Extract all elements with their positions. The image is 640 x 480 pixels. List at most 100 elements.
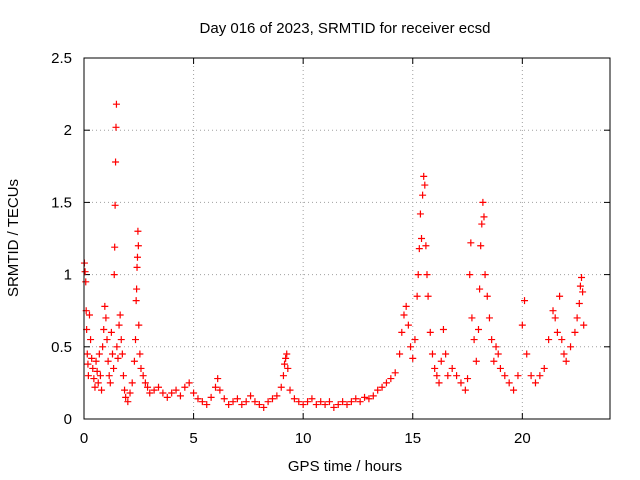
data-point (216, 386, 224, 394)
data-point (94, 379, 102, 387)
data-point (96, 372, 104, 380)
data-point (111, 201, 119, 209)
y-tick-label: 2.5 (51, 50, 72, 67)
data-point (400, 311, 408, 319)
data-point (414, 271, 422, 279)
data-point (136, 350, 144, 358)
data-point (485, 314, 493, 322)
data-point (117, 336, 125, 344)
data-point (501, 372, 509, 380)
data-point (115, 321, 123, 329)
data-point (91, 383, 99, 391)
data-point (536, 372, 544, 380)
data-point (286, 386, 294, 394)
data-point (198, 398, 206, 406)
data-point (422, 242, 430, 250)
data-point (284, 364, 292, 372)
data-point (108, 350, 116, 358)
data-point (404, 321, 412, 329)
data-point (141, 379, 149, 387)
x-tick-label: 15 (404, 430, 421, 447)
data-point (558, 336, 566, 344)
data-point (510, 386, 518, 394)
data-point (365, 395, 373, 403)
axis-ticks: 0 0.5 1 1.5 2 2.5 0 5 10 15 20 (51, 50, 610, 447)
data-point (409, 354, 417, 362)
data-point (475, 325, 482, 333)
data-point (114, 354, 122, 362)
data-point (356, 398, 364, 406)
data-point (107, 328, 115, 336)
data-point (521, 297, 529, 305)
data-point (110, 271, 118, 279)
data-point (130, 357, 138, 365)
data-point (453, 372, 461, 380)
data-point (83, 350, 91, 358)
data-point (415, 245, 423, 253)
data-point (312, 401, 320, 409)
data-point (268, 395, 276, 403)
data-point (545, 336, 553, 344)
data-point (421, 181, 429, 189)
data-point (531, 379, 539, 387)
data-point (424, 292, 432, 300)
data-point (104, 357, 112, 365)
data-point (255, 401, 263, 409)
data-point (139, 372, 147, 380)
data-point (457, 379, 465, 387)
data-point (260, 403, 268, 411)
data-point (416, 210, 424, 218)
data-point (283, 350, 291, 358)
data-point (113, 343, 121, 351)
x-axis-label: GPS time / hours (288, 458, 402, 475)
chart-title: Day 016 of 2023, SRMTID for receiver ecs… (200, 20, 491, 37)
data-point (214, 375, 222, 383)
data-point (116, 311, 124, 319)
data-point (339, 398, 347, 406)
data-point (89, 364, 97, 372)
y-tick-label: 2 (64, 122, 72, 139)
data-point (150, 386, 158, 394)
data-point (433, 372, 441, 380)
data-point (411, 336, 419, 344)
data-point (159, 389, 167, 397)
data-point (579, 288, 587, 296)
data-point (343, 401, 351, 409)
y-tick-label: 1.5 (51, 194, 72, 211)
data-point (242, 398, 250, 406)
data-point (413, 292, 421, 300)
data-point (468, 314, 476, 322)
data-point (330, 403, 338, 411)
data-point (118, 350, 126, 358)
data-point (466, 271, 474, 279)
plot-frame (83, 57, 611, 420)
data-point (467, 239, 475, 247)
data-point (494, 350, 502, 358)
data-point (111, 243, 119, 251)
data-point (448, 364, 456, 372)
data-point (382, 379, 390, 387)
data-point (282, 354, 290, 362)
data-point (361, 393, 369, 401)
y-axis-label: SRMTID / TECUs (5, 179, 22, 297)
data-point (477, 242, 485, 250)
data-point (238, 401, 246, 409)
data-point (105, 372, 113, 380)
data-point (560, 350, 568, 358)
data-point (419, 191, 427, 199)
data-point (317, 398, 325, 406)
data-point (523, 350, 531, 358)
data-point (264, 398, 272, 406)
data-point (93, 367, 101, 375)
data-point (168, 389, 176, 397)
data-point (279, 372, 287, 380)
data-point (112, 158, 120, 166)
data-point (496, 364, 504, 372)
y-tick-label: 1 (64, 267, 72, 284)
data-point (527, 372, 535, 380)
data-point (444, 372, 452, 380)
data-point (203, 401, 211, 409)
data-point (347, 398, 355, 406)
data-point (185, 379, 193, 387)
data-point (121, 386, 129, 394)
